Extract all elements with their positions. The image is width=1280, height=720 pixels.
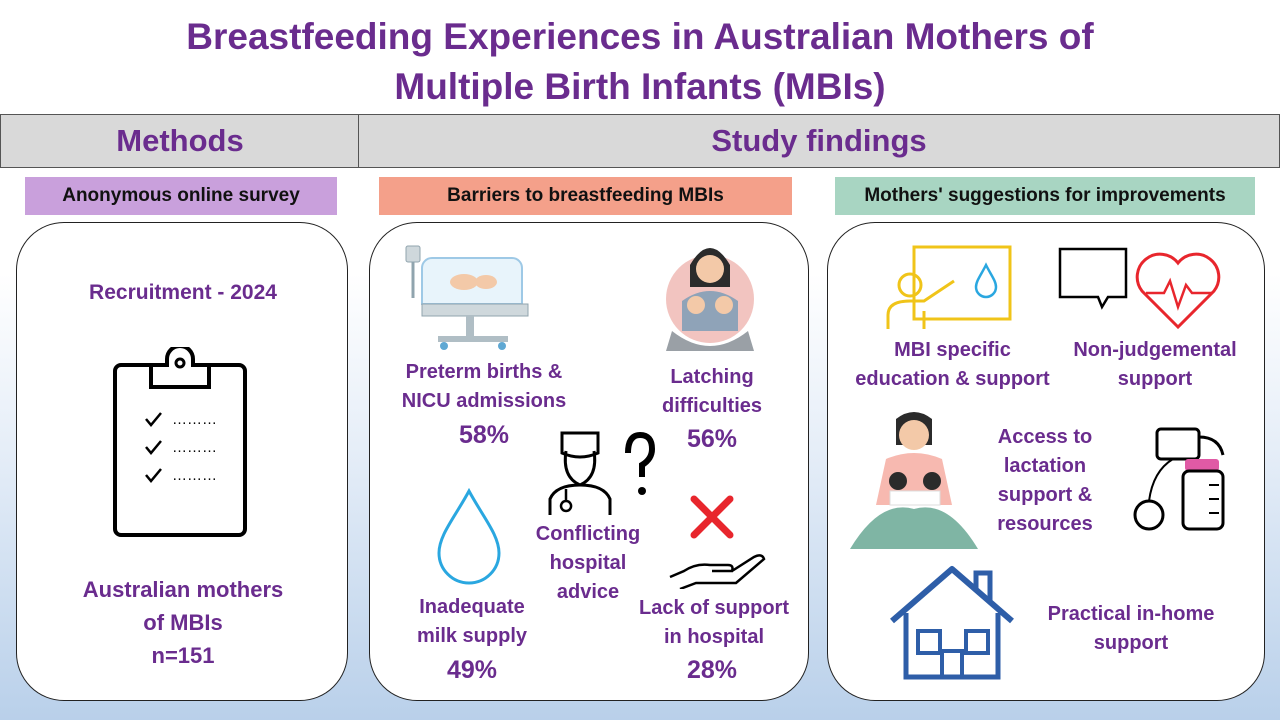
incubator-icon bbox=[405, 245, 529, 350]
barrier-lack-support-label: Lack of support in hospital bbox=[638, 597, 789, 648]
barrier-latching-pct: 56% bbox=[686, 425, 738, 453]
methods-header: Methods bbox=[0, 114, 360, 168]
suggestions-tag: Mothers' suggestions for improvements bbox=[835, 177, 1255, 215]
barrier-lack-support-pct: 28% bbox=[686, 656, 738, 684]
title-line-2: Multiple Birth Infants (MBIs) bbox=[394, 66, 886, 107]
education-board-icon bbox=[886, 245, 1012, 329]
population-label: Australian mothers of MBIs n=151 bbox=[17, 573, 349, 672]
checklist-dots-2: ……… bbox=[172, 439, 217, 456]
methods-panel: Recruitment - 2024 ……… ……… ……… Australia… bbox=[16, 222, 348, 701]
checklist-dots-3: ……… bbox=[172, 467, 217, 484]
suggestion-lactation-label: Access to lactation support & resources bbox=[997, 426, 1093, 535]
barrier-preterm-label: Preterm births & NICU admissions bbox=[401, 361, 567, 412]
breastfeeding-mother-icon bbox=[850, 412, 978, 549]
recruitment-label: Recruitment - 2024 bbox=[89, 281, 277, 304]
population-line-2: of MBIs bbox=[143, 610, 223, 635]
droplet-icon bbox=[437, 487, 501, 585]
methods-tag: Anonymous online survey bbox=[25, 177, 337, 215]
population-line-1: Australian mothers bbox=[82, 577, 284, 602]
suggestion-education-label: MBI specific education & support bbox=[855, 339, 1050, 390]
barrier-milk-supply-label: Inadequate milk supply bbox=[416, 596, 528, 647]
title-line-1: Breastfeeding Experiences in Australian … bbox=[186, 16, 1094, 57]
barrier-milk-supply-pct: 49% bbox=[446, 656, 498, 684]
no-support-icon bbox=[669, 495, 766, 589]
findings-header: Study findings bbox=[358, 114, 1280, 168]
barrier-preterm-pct: 58% bbox=[458, 421, 510, 449]
barrier-conflicting-label: Conflicting hospital advice bbox=[535, 523, 641, 603]
suggestion-nonjudgemental-label: Non-judgemental support bbox=[1073, 339, 1237, 390]
page-title: Breastfeeding Experiences in Australian … bbox=[0, 12, 1280, 112]
barriers-panel: Preterm births & NICU admissions 58% Lat… bbox=[369, 222, 809, 701]
speech-bubble-icon bbox=[1058, 247, 1128, 310]
sample-size: n=151 bbox=[151, 643, 215, 668]
suggestion-inhome-label: Practical in-home support bbox=[1047, 603, 1215, 654]
nurse-question-icon bbox=[548, 431, 656, 515]
heart-icon bbox=[1135, 252, 1221, 330]
clipboard-icon bbox=[113, 347, 247, 537]
barrier-latching-label: Latching difficulties bbox=[661, 366, 762, 417]
checklist-dots-1: ……… bbox=[172, 411, 217, 428]
barriers-tag: Barriers to breastfeeding MBIs bbox=[379, 177, 792, 215]
house-icon bbox=[890, 566, 1014, 680]
breast-pump-icon bbox=[1133, 427, 1225, 531]
mother-twins-icon bbox=[666, 248, 754, 351]
suggestions-panel: MBI specific education & support Non-jud… bbox=[827, 222, 1265, 701]
